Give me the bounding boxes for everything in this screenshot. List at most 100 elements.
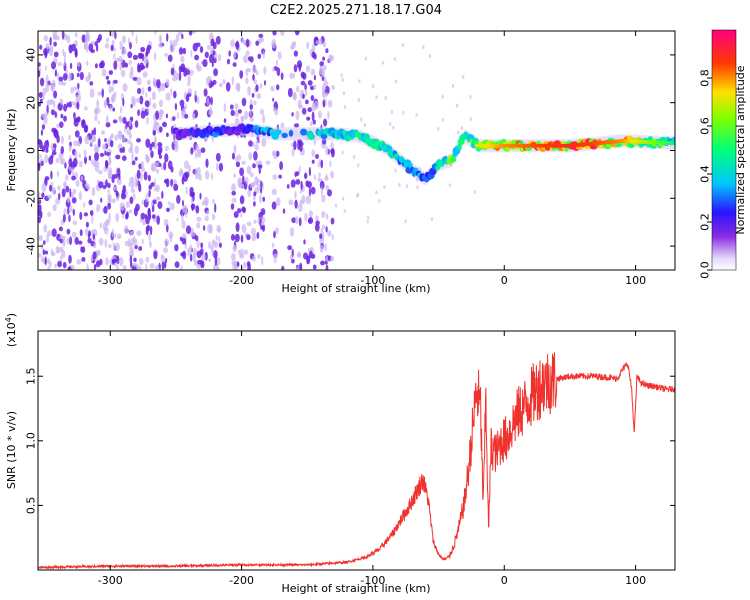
spectral-noise-speck bbox=[212, 79, 217, 85]
snr-y-tick-label: 0.5 bbox=[25, 497, 38, 515]
spectral-noise-speck bbox=[322, 99, 326, 108]
spectral-noise-speck bbox=[249, 117, 255, 122]
spectral-noise-speck bbox=[291, 112, 294, 117]
spectral-noise-speck bbox=[181, 33, 184, 40]
spectral-noise-speck bbox=[300, 80, 306, 86]
spectral-noise-speck bbox=[234, 233, 240, 243]
spectral-noise-speck bbox=[294, 190, 297, 199]
spectral-noise-speck bbox=[306, 41, 310, 50]
colorbar-tick-label: 0.8 bbox=[699, 69, 712, 87]
spectral-noise-speck bbox=[134, 145, 139, 154]
spectral-noise-speck bbox=[299, 262, 303, 270]
spectral-noise-speck bbox=[253, 219, 257, 224]
spectral-noise-speck bbox=[140, 110, 146, 119]
spectral-noise-speck bbox=[305, 136, 309, 141]
spectral-noise-speck bbox=[91, 135, 96, 142]
spectral-noise-speck bbox=[46, 234, 49, 243]
spectral-noise-speck bbox=[43, 48, 48, 56]
spectral-noise-speck bbox=[294, 199, 298, 209]
snr-panel: -300 -200 -100 0 100 0.5 1.0 1.5 Height of str… bbox=[4, 313, 676, 595]
spectral-noise-speck bbox=[105, 122, 111, 128]
spectral-noise-speck bbox=[325, 226, 328, 233]
spectral-noise-speck bbox=[292, 72, 296, 79]
spectral-noise-speck bbox=[87, 71, 91, 79]
chart-title: C2E2.2025.271.18.17.G04 bbox=[270, 3, 442, 18]
spectral-noise-speck bbox=[200, 242, 204, 249]
spectral-noise-speck bbox=[131, 151, 134, 161]
spectral-noise-speck bbox=[393, 57, 396, 62]
spectral-noise-speck bbox=[137, 109, 141, 116]
spectral-noise-speck bbox=[164, 145, 169, 152]
spectral-noise-speck bbox=[315, 40, 321, 45]
spectral-noise-speck bbox=[84, 135, 90, 145]
spectral-noise-speck bbox=[134, 156, 138, 161]
spectral-noise-speck bbox=[231, 190, 236, 196]
spectral-noise-speck bbox=[108, 154, 111, 164]
spectral-noise-speck bbox=[275, 197, 281, 207]
spectral-noise-speck bbox=[187, 82, 191, 87]
spectral-noise-speck bbox=[212, 264, 215, 270]
spectral-noise-speck bbox=[73, 86, 78, 91]
spectral-noise-speck bbox=[256, 231, 260, 240]
spectral-noise-speck bbox=[135, 203, 140, 212]
spectral-noise-speck bbox=[226, 58, 231, 65]
spectral-noise-speck bbox=[120, 70, 126, 77]
spectral-noise-speck bbox=[299, 199, 304, 204]
spectral-noise-speck bbox=[104, 238, 108, 248]
spectral-noise-speck bbox=[185, 69, 191, 75]
spectral-noise-speck bbox=[122, 213, 125, 219]
spectral-noise-speck bbox=[92, 251, 97, 260]
spectral-noise-speck bbox=[116, 265, 119, 270]
spectral-noise-speck bbox=[164, 153, 169, 163]
spectral-noise-speck bbox=[190, 231, 196, 237]
spectral-noise-speck bbox=[38, 235, 43, 241]
spectral-noise-speck bbox=[207, 224, 213, 234]
spectral-noise-speck bbox=[145, 216, 150, 225]
spectral-noise-speck bbox=[57, 72, 60, 80]
spectral-noise-speck bbox=[145, 155, 150, 164]
spectral-noise-speck bbox=[189, 244, 193, 254]
spectral-noise-speck bbox=[69, 188, 72, 198]
spectral-noise-speck bbox=[97, 138, 101, 148]
spectral-noise-speck bbox=[100, 130, 106, 135]
spectral-noise-speck bbox=[38, 102, 41, 107]
spectral-noise-speck bbox=[255, 70, 259, 76]
spectral-noise-speck bbox=[130, 141, 133, 151]
spectral-noise-speck bbox=[291, 258, 295, 264]
spectral-noise-speck bbox=[271, 242, 275, 248]
spectral-noise-speck bbox=[47, 211, 51, 218]
spectral-noise-speck bbox=[322, 56, 325, 61]
spectral-noise-speck bbox=[68, 145, 72, 152]
spectral-noise-speck bbox=[96, 43, 99, 52]
spectral-noise-speck bbox=[79, 229, 83, 237]
spectral-noise-speck bbox=[58, 76, 64, 83]
spectral-noise-speck bbox=[280, 31, 285, 37]
spectral-noise-speck bbox=[240, 234, 244, 243]
spectral-noise-speck bbox=[89, 210, 94, 216]
spectral-noise-speck bbox=[200, 147, 206, 153]
spectral-noise-speck bbox=[48, 47, 53, 57]
spectral-noise-speck bbox=[251, 233, 257, 242]
spectral-noise-speck bbox=[73, 119, 79, 127]
spectral-noise-speck bbox=[253, 100, 257, 106]
spectrogram-x-tick-label: 100 bbox=[625, 274, 646, 287]
spectral-noise-speck bbox=[109, 105, 112, 112]
spectral-noise-speck bbox=[259, 83, 263, 89]
spectral-noise-speck bbox=[174, 142, 179, 152]
spectral-noise-speck bbox=[196, 250, 202, 259]
spectral-noise-speck bbox=[91, 159, 93, 165]
spectral-noise-speck bbox=[235, 40, 240, 50]
spectral-noise-speck bbox=[120, 58, 124, 64]
spectral-noise-speck bbox=[218, 235, 221, 243]
spectral-noise-speck bbox=[331, 84, 335, 91]
spectral-noise-speck bbox=[230, 39, 235, 48]
spectral-noise-speck bbox=[126, 139, 132, 145]
spectral-noise-speck bbox=[56, 157, 59, 164]
spectral-noise-speck bbox=[145, 256, 150, 263]
spectral-noise-speck bbox=[315, 220, 320, 226]
spectral-noise-speck bbox=[72, 167, 75, 176]
spectral-noise-speck bbox=[78, 240, 83, 245]
spectral-noise-speck bbox=[180, 265, 183, 270]
spectral-noise-speck bbox=[202, 260, 205, 269]
spectral-noise-speck bbox=[195, 42, 201, 48]
